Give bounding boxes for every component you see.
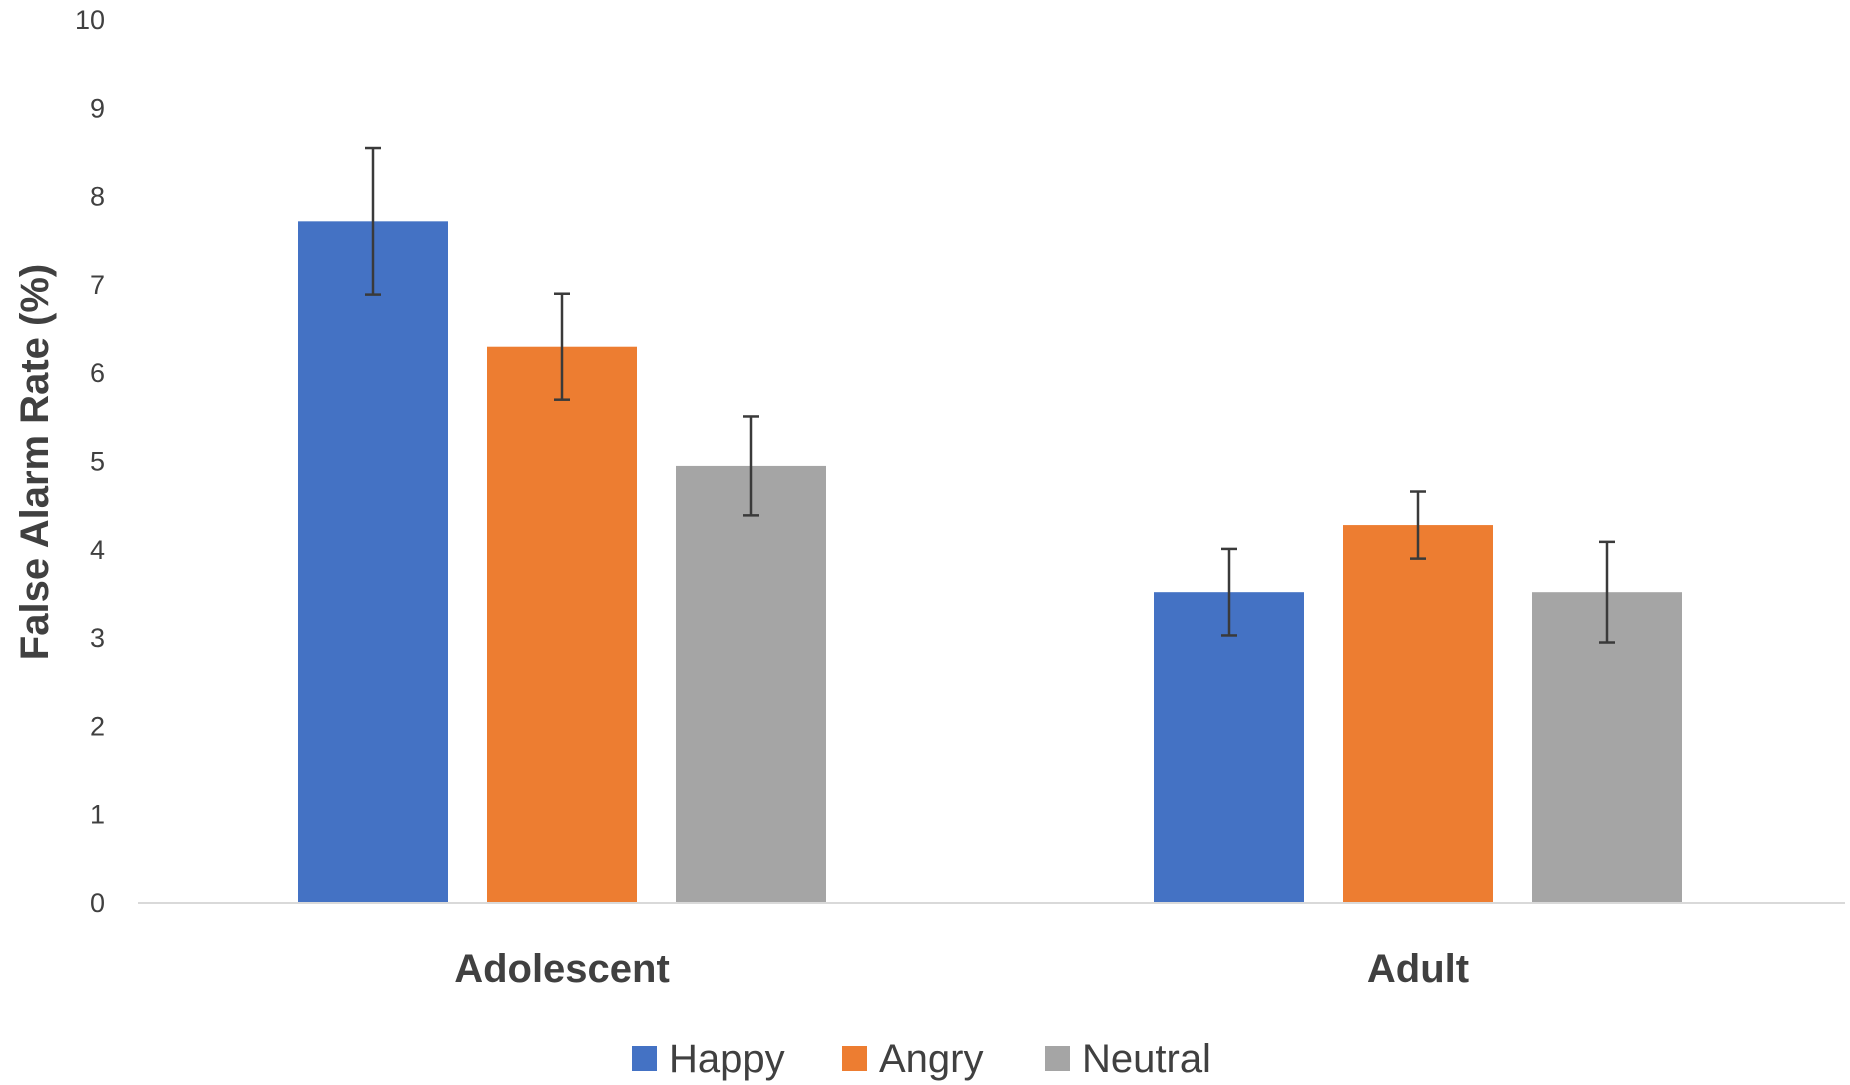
bars [298,221,1682,904]
legend: Happy Angry Neutral [632,1037,1211,1081]
y-tick-label: 8 [90,182,105,212]
legend-item-neutral: Neutral [1045,1037,1211,1081]
x-category-label: Adult [1367,947,1469,991]
legend-label: Happy [669,1037,785,1081]
y-axis-ticks: 0 1 2 3 4 5 6 7 8 9 10 [75,5,105,918]
y-tick-label: 5 [90,447,105,477]
error-bar-happy-adolescent [365,146,381,296]
y-tick-label: 0 [90,888,105,918]
bar-neutral-adult [1532,592,1682,903]
error-bar-neutral-adolescent [743,415,759,517]
legend-label: Angry [879,1037,984,1081]
error-bar-happy-adult [1221,547,1237,637]
y-tick-label: 10 [75,5,105,35]
legend-swatch [842,1046,867,1071]
bar-happy-adult [1154,592,1304,903]
bar-neutral-adolescent [676,465,826,903]
error-bar-neutral-adult [1599,540,1615,644]
legend-swatch [1045,1046,1070,1071]
error-bar-angry-adolescent [554,292,570,401]
y-tick-label: 1 [90,800,105,830]
error-bar-angry-adult [1410,490,1426,560]
bar-angry-adolescent [487,346,637,904]
legend-swatch [632,1046,657,1071]
y-tick-label: 2 [90,711,105,741]
y-tick-label: 9 [90,93,105,123]
y-tick-label: 3 [90,623,105,653]
category-labels: Adolescent Adult [454,947,1469,991]
legend-item-happy: Happy [632,1037,785,1081]
x-category-label: Adolescent [454,947,670,991]
y-tick-label: 7 [90,270,105,300]
y-tick-label: 6 [90,358,105,388]
bar-happy-adolescent [298,221,448,904]
y-tick-label: 4 [90,535,105,565]
bar-angry-adult [1343,525,1493,903]
error-bars [365,146,1615,644]
y-axis-label: False Alarm Rate (%) [13,264,57,660]
legend-label: Neutral [1082,1037,1211,1081]
legend-item-angry: Angry [842,1037,984,1081]
